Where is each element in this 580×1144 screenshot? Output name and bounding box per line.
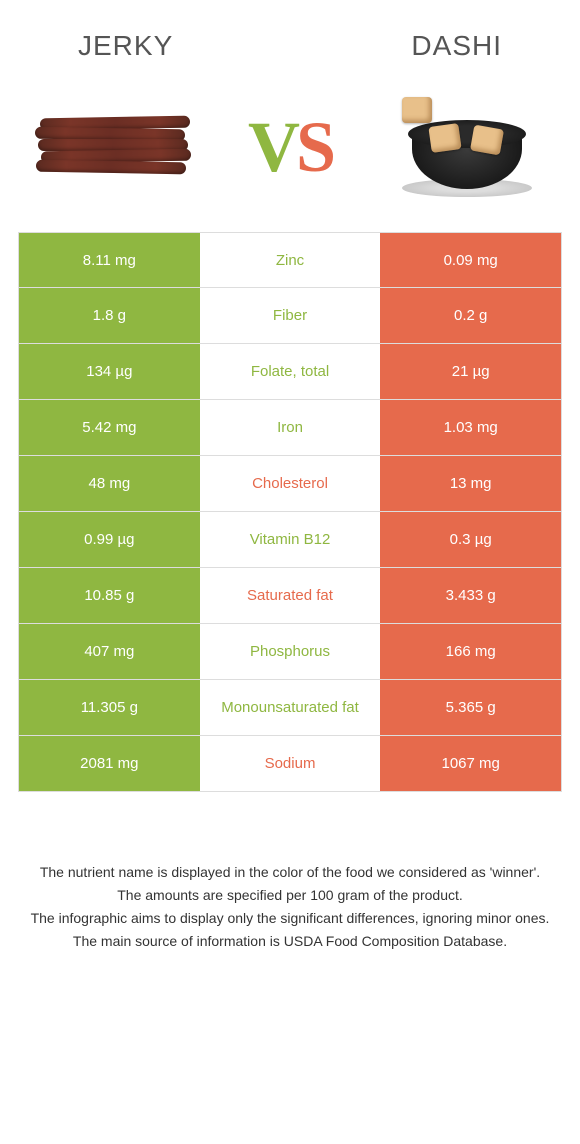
food-title-left: Jerky	[78, 30, 173, 62]
value-right: 1.03 mg	[380, 400, 561, 455]
table-row: 8.11 mgZinc0.09 mg	[19, 232, 561, 288]
value-left: 2081 mg	[19, 736, 200, 791]
nutrient-name: Folate, total	[200, 344, 381, 399]
nutrient-name: Zinc	[200, 233, 381, 287]
value-right: 5.365 g	[380, 680, 561, 735]
table-row: 11.305 gMonounsaturated fat5.365 g	[19, 680, 561, 736]
table-row: 0.99 µgVitamin B120.3 µg	[19, 512, 561, 568]
nutrient-name: Iron	[200, 400, 381, 455]
value-right: 3.433 g	[380, 568, 561, 623]
footer-line: The amounts are specified per 100 gram o…	[18, 885, 562, 906]
vs-s: S	[296, 107, 332, 187]
value-left: 1.8 g	[19, 288, 200, 343]
value-right: 13 mg	[380, 456, 561, 511]
value-left: 5.42 mg	[19, 400, 200, 455]
value-right: 166 mg	[380, 624, 561, 679]
food-title-right: Dashi	[411, 30, 502, 62]
table-row: 134 µgFolate, total21 µg	[19, 344, 561, 400]
nutrient-table: 8.11 mgZinc0.09 mg1.8 gFiber0.2 g134 µgF…	[18, 232, 562, 792]
nutrient-name: Vitamin B12	[200, 512, 381, 567]
nutrient-name: Phosphorus	[200, 624, 381, 679]
dashi-image	[392, 92, 542, 202]
table-row: 5.42 mgIron1.03 mg	[19, 400, 561, 456]
table-row: 10.85 gSaturated fat3.433 g	[19, 568, 561, 624]
footer-line: The infographic aims to display only the…	[18, 908, 562, 929]
footer-line: The nutrient name is displayed in the co…	[18, 862, 562, 883]
value-right: 0.3 µg	[380, 512, 561, 567]
nutrient-name: Saturated fat	[200, 568, 381, 623]
hero-row: VS	[18, 92, 562, 232]
value-left: 8.11 mg	[19, 233, 200, 287]
jerky-image	[38, 92, 188, 202]
vs-v: V	[248, 107, 296, 187]
nutrient-name: Monounsaturated fat	[200, 680, 381, 735]
value-right: 21 µg	[380, 344, 561, 399]
table-row: 2081 mgSodium1067 mg	[19, 736, 561, 792]
nutrient-name: Sodium	[200, 736, 381, 791]
footer-notes: The nutrient name is displayed in the co…	[18, 792, 562, 952]
value-right: 0.09 mg	[380, 233, 561, 287]
footer-line: The main source of information is USDA F…	[18, 931, 562, 952]
value-left: 10.85 g	[19, 568, 200, 623]
value-right: 1067 mg	[380, 736, 561, 791]
header: Jerky Dashi	[18, 20, 562, 92]
table-row: 1.8 gFiber0.2 g	[19, 288, 561, 344]
vs-label: VS	[248, 106, 332, 189]
table-row: 407 mgPhosphorus166 mg	[19, 624, 561, 680]
value-left: 11.305 g	[19, 680, 200, 735]
value-left: 48 mg	[19, 456, 200, 511]
value-left: 0.99 µg	[19, 512, 200, 567]
value-left: 134 µg	[19, 344, 200, 399]
value-left: 407 mg	[19, 624, 200, 679]
nutrient-name: Fiber	[200, 288, 381, 343]
table-row: 48 mgCholesterol13 mg	[19, 456, 561, 512]
nutrient-name: Cholesterol	[200, 456, 381, 511]
value-right: 0.2 g	[380, 288, 561, 343]
